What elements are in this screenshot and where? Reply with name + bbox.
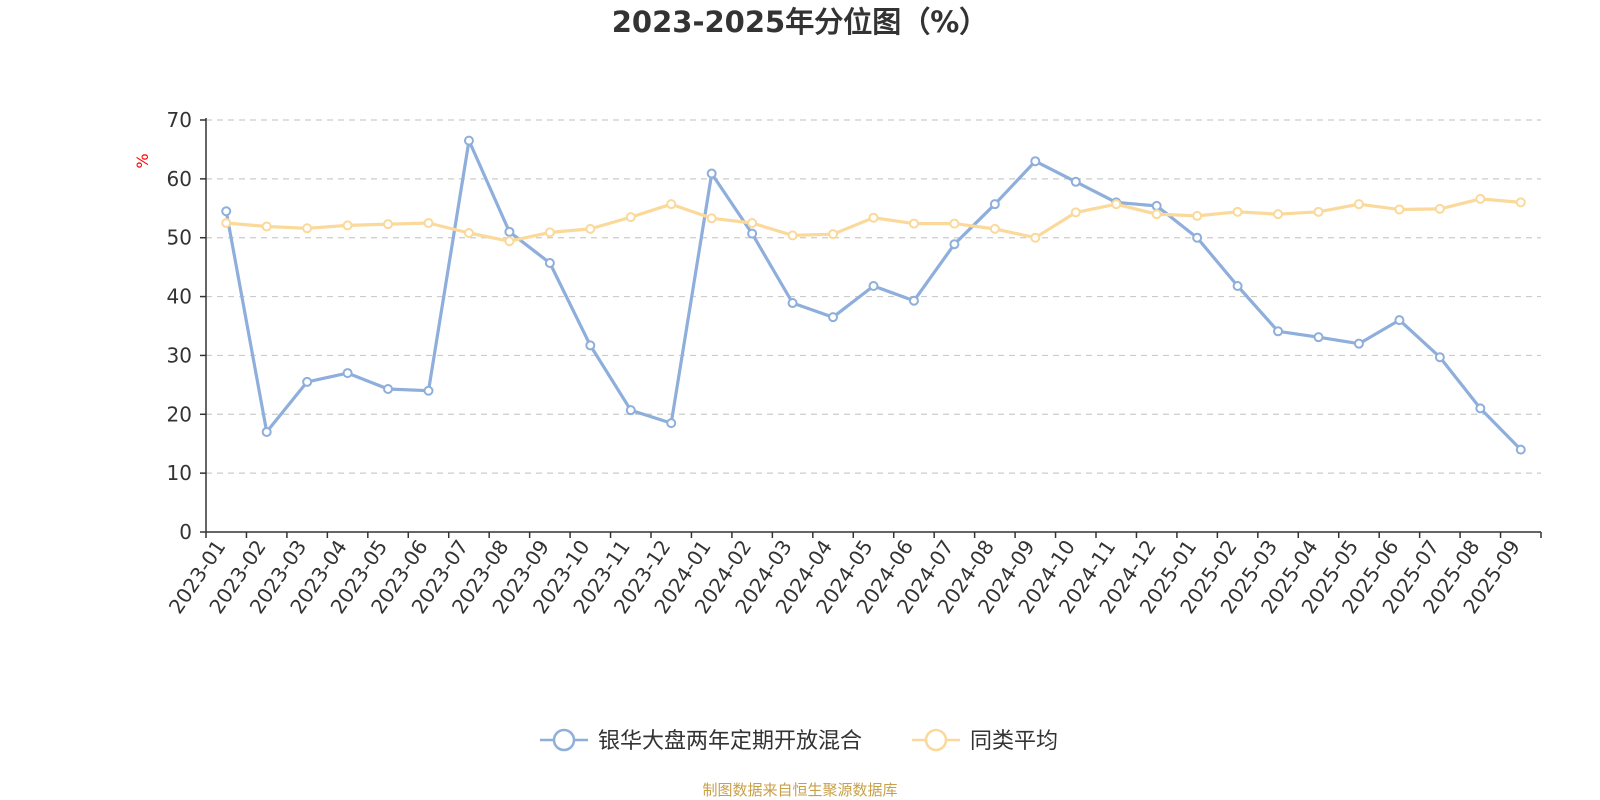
data-point [504,226,515,237]
legend-label: 同类平均 [970,729,1058,754]
y-tick-label: 0 [179,520,192,544]
data-point [706,213,717,224]
data-point [342,220,353,231]
y-tick-label: 60 [167,167,192,191]
data-point [625,212,636,223]
data-point [747,228,758,239]
data-point [342,368,353,379]
data-point [625,405,636,416]
data-point [261,426,272,437]
data-point [1353,199,1364,210]
legend-marker [924,728,948,752]
data-point [383,219,394,230]
data-point [666,418,677,429]
data-point [908,218,919,229]
data-point [585,340,596,351]
data-point [868,212,879,223]
data-point [383,383,394,394]
data-point [828,312,839,323]
data-point [1192,210,1203,221]
series-group [221,135,1526,455]
data-point [706,168,717,179]
y-axis-label: % [133,153,152,168]
data-point [1475,193,1486,204]
data-point [1394,315,1405,326]
data-point [1273,326,1284,337]
data-point [1030,156,1041,167]
y-tick-label: 20 [167,402,192,426]
data-point [463,228,474,239]
data-point [544,258,555,269]
data-point [1475,403,1486,414]
data-point [1151,200,1162,211]
y-tick-label: 70 [167,108,192,132]
data-point [585,223,596,234]
data-point [1111,199,1122,210]
series-line-0 [224,139,1522,451]
data-point [747,218,758,228]
data-point [949,239,960,250]
legend: 银华大盘两年定期开放混合 同类平均 [540,728,1058,754]
data-point [949,218,960,229]
data-point [1313,206,1324,217]
legend-marker [552,728,576,752]
chart-title: 2023-2025年分位图（%） [611,5,989,39]
data-point [1394,204,1405,215]
data-point [423,218,434,228]
data-point [1515,197,1526,208]
data-point [463,135,474,146]
data-point [423,385,434,396]
data-point [302,376,313,387]
legend-label: 银华大盘两年定期开放混合 [598,729,862,754]
data-point [1070,176,1081,187]
y-tick-label: 50 [167,226,192,250]
data-point [787,230,798,241]
y-tick-label: 40 [167,285,192,309]
data-point [666,199,677,210]
data-point [1273,209,1284,220]
data-point [261,221,272,232]
data-point [787,298,798,309]
data-point [1151,209,1162,220]
data-point [868,280,879,291]
data-point [504,236,515,247]
data-point [989,199,1000,210]
data-point [221,206,232,217]
source-note: 制图数据来自恒生聚源数据库 [702,781,898,799]
data-point [989,223,1000,234]
data-point [221,218,232,228]
data-point [828,229,839,240]
axes [200,118,1542,538]
data-point [1192,232,1203,243]
data-point [1232,280,1243,291]
data-point [1030,232,1041,243]
y-tick-label: 30 [167,343,192,367]
data-point [1070,207,1081,218]
data-point [908,295,919,306]
y-tick-labels: 0 10 20 30 40 50 60 70 [167,108,192,544]
y-tick-label: 10 [167,461,192,485]
data-point [1434,352,1445,363]
data-point [1313,332,1324,343]
data-point [302,223,313,234]
x-tick-labels: 2023-012023-022023-032023-042023-052023-… [164,535,1525,618]
data-point [1232,206,1243,217]
data-point [1515,444,1526,455]
data-point [544,227,555,238]
data-point [1434,203,1445,214]
data-point [1353,338,1364,349]
grid-lines [206,119,1541,474]
